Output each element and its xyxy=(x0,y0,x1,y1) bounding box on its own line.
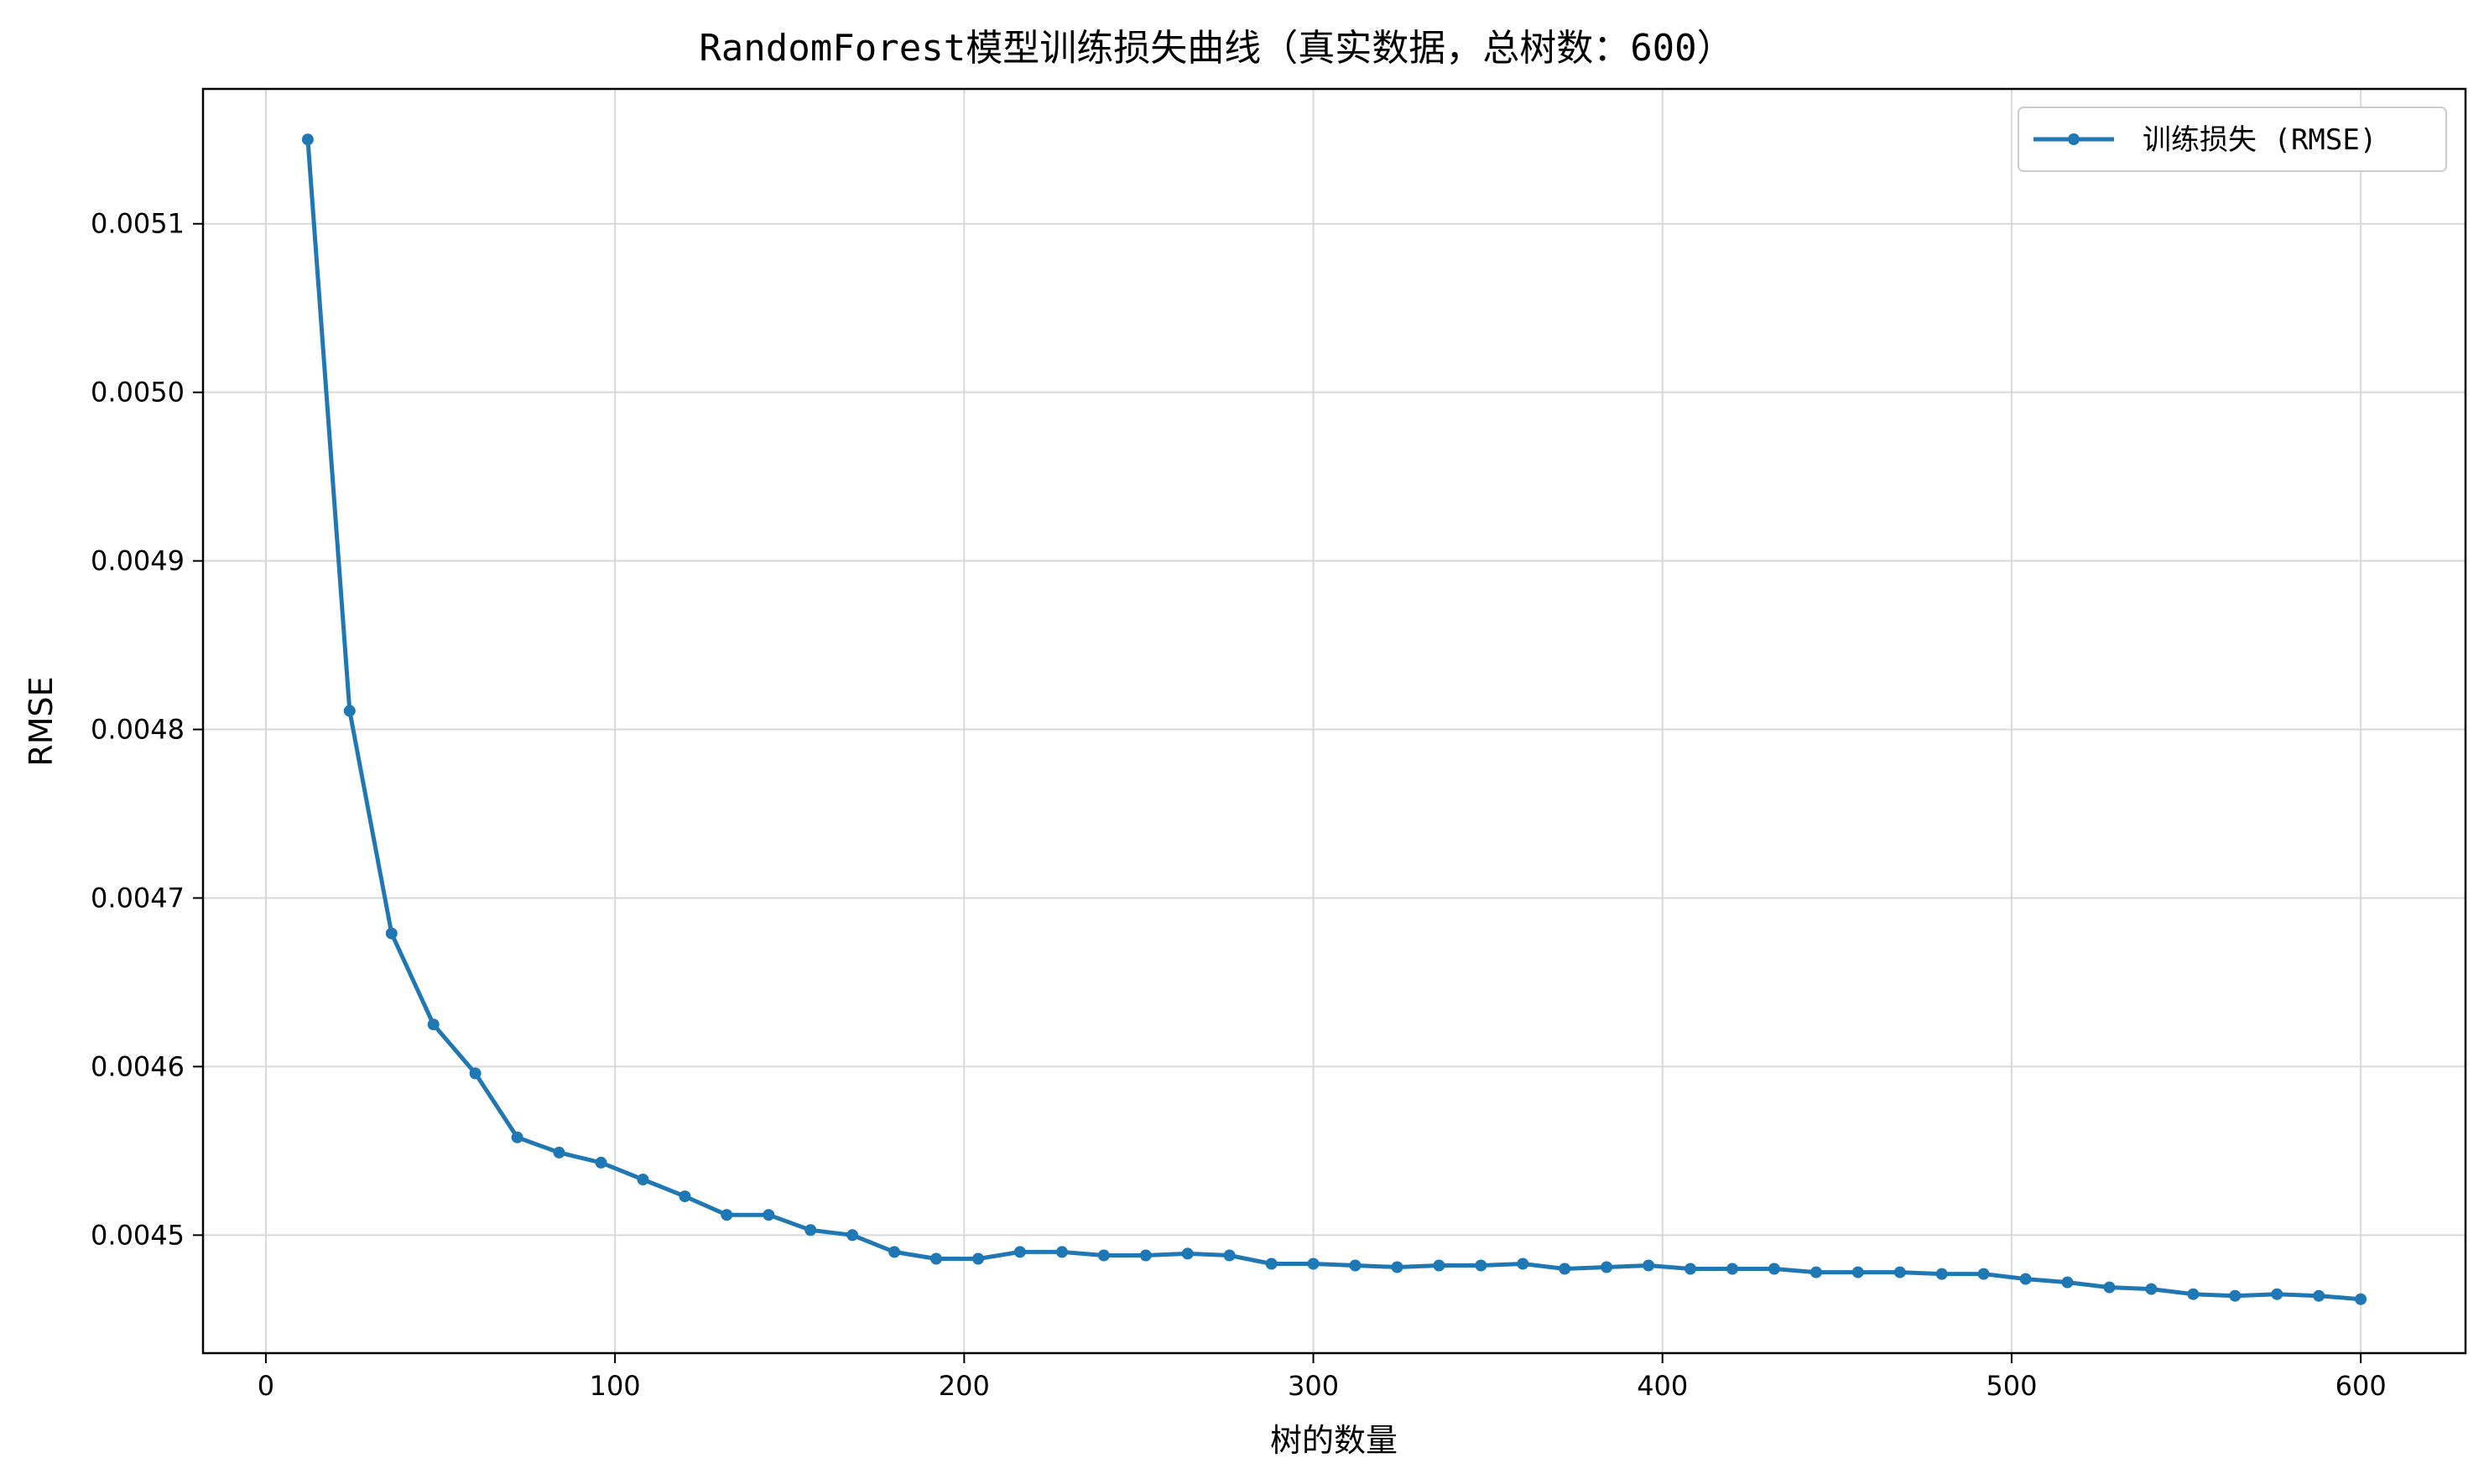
data-point xyxy=(1433,1259,1445,1272)
y-axis-label: RMSE xyxy=(23,676,60,766)
data-point xyxy=(804,1224,817,1237)
data-point xyxy=(553,1146,565,1159)
data-point xyxy=(1265,1257,1278,1270)
x-tick-label: 600 xyxy=(2335,1370,2387,1402)
y-tick-label: 0.0051 xyxy=(91,208,185,240)
y-tick-label: 0.0045 xyxy=(91,1219,185,1251)
series-line xyxy=(305,137,2363,1302)
data-point xyxy=(1307,1257,1320,1270)
data-point xyxy=(1181,1247,1194,1260)
legend-marker-sample xyxy=(2068,133,2080,145)
y-tick-label: 0.0047 xyxy=(91,882,185,914)
data-point xyxy=(930,1252,942,1265)
data-point xyxy=(1391,1261,1403,1273)
data-point xyxy=(2103,1281,2116,1294)
data-point xyxy=(427,1018,440,1031)
data-point xyxy=(763,1209,775,1221)
axis-ticks: 0 100 200 300 400 500 600 0.0045 0.0046 0.0047 0.0… xyxy=(91,208,2387,1402)
data-point xyxy=(1643,1259,1655,1272)
data-point xyxy=(2271,1288,2283,1300)
data-point xyxy=(1097,1249,1110,1262)
data-point xyxy=(972,1252,984,1265)
data-point xyxy=(2061,1276,2074,1289)
data-point xyxy=(2229,1289,2242,1302)
data-point xyxy=(846,1229,859,1242)
data-point xyxy=(1809,1266,1822,1278)
x-tick-label: 0 xyxy=(258,1370,274,1402)
x-tick-label: 500 xyxy=(1986,1370,2037,1402)
series-layer xyxy=(301,133,2367,1305)
grid xyxy=(203,89,2466,1353)
data-point xyxy=(469,1067,482,1080)
data-point xyxy=(1013,1246,1026,1258)
x-tick-label: 400 xyxy=(1637,1370,1688,1402)
data-point xyxy=(1055,1246,1068,1258)
data-point xyxy=(1349,1259,1362,1272)
data-point xyxy=(1139,1249,1152,1262)
data-point xyxy=(1517,1257,1529,1270)
data-point xyxy=(1223,1249,1236,1262)
data-point xyxy=(2187,1288,2200,1300)
data-point xyxy=(1851,1266,1864,1278)
data-point xyxy=(511,1131,523,1143)
legend-entry-label: 训练损失 (RMSE) xyxy=(2143,123,2377,157)
chart-title: RandomForest模型训练损失曲线（真实数据，总树数：600） xyxy=(699,27,1733,70)
y-tick-label: 0.0050 xyxy=(91,377,185,409)
data-point xyxy=(2019,1273,2032,1285)
data-point xyxy=(1601,1261,1613,1273)
data-point xyxy=(2355,1293,2367,1305)
y-tick-label: 0.0046 xyxy=(91,1050,185,1082)
legend-box xyxy=(2018,107,2447,172)
data-point xyxy=(1977,1268,1990,1280)
data-point xyxy=(637,1174,649,1185)
data-point xyxy=(888,1246,901,1258)
x-tick-label: 200 xyxy=(939,1370,990,1402)
data-point xyxy=(1726,1263,1738,1275)
y-tick-label: 0.0048 xyxy=(91,714,185,746)
y-tick-label: 0.0049 xyxy=(91,545,185,577)
data-point xyxy=(1685,1263,1696,1275)
x-tick-label: 300 xyxy=(1288,1370,1339,1402)
data-point xyxy=(679,1190,691,1203)
data-point xyxy=(721,1209,733,1221)
x-tick-label: 100 xyxy=(590,1370,641,1402)
data-point xyxy=(343,705,356,717)
data-point xyxy=(1893,1266,1906,1278)
plot-area-frame xyxy=(201,87,2467,1355)
legend: 训练损失 (RMSE) xyxy=(2018,107,2447,172)
data-point xyxy=(1559,1263,1571,1275)
data-point xyxy=(1475,1259,1487,1272)
data-point xyxy=(2313,1289,2325,1302)
data-point xyxy=(1768,1263,1780,1275)
data-point xyxy=(385,927,398,940)
data-point xyxy=(1935,1268,1948,1280)
data-point xyxy=(2145,1283,2158,1295)
data-point xyxy=(301,133,314,146)
x-axis-label: 树的数量 xyxy=(1270,1422,1398,1459)
data-point xyxy=(595,1156,607,1169)
